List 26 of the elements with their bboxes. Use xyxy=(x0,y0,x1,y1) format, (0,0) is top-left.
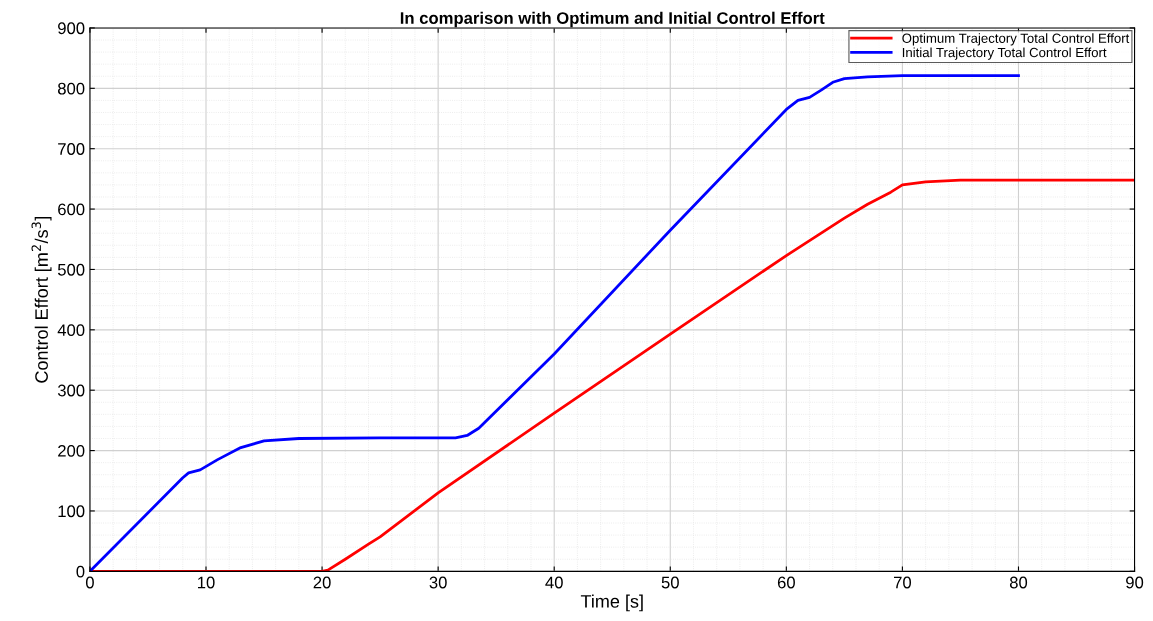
text: Optimum Trajectory Total Control Effort xyxy=(902,33,1130,46)
line-series xyxy=(89,74,1020,572)
chart-title: In comparison with Optimum and Initial Control Effort xyxy=(400,11,825,28)
x-tick-label: 80 xyxy=(1009,576,1028,589)
y-tick-label: 500 xyxy=(57,263,85,276)
x-tick-label: 40 xyxy=(545,576,563,589)
legend-label: Initial Trajectory Total Control Effort xyxy=(902,47,1107,60)
x-tick-label: 90 xyxy=(1126,576,1144,589)
y-tick-label: 600 xyxy=(58,203,85,216)
y-tick-label: 700 xyxy=(58,143,85,155)
x-tick-label: 70 xyxy=(894,576,912,589)
x-tick-label: 60 xyxy=(777,576,795,589)
x-axis-title: Time [s] xyxy=(580,594,643,612)
y-tick-label: 0 xyxy=(76,565,85,578)
x-tick-label: 0 xyxy=(85,576,94,589)
x-tick-label: 30 xyxy=(429,576,447,589)
x-tick-label: 20 xyxy=(313,576,331,589)
y-tick-label: 100 xyxy=(58,505,85,518)
y-tick-label: 800 xyxy=(57,82,85,95)
y-tick-label: 400 xyxy=(57,324,85,337)
y-axis-title: Control Effort [m$^{2}$/s$^{3}$] xyxy=(31,216,52,383)
x-tick-label: 50 xyxy=(661,576,679,589)
y-tick-label: 300 xyxy=(57,384,85,397)
x-tick-label: 10 xyxy=(198,576,215,589)
y-tick-label: 200 xyxy=(58,444,85,457)
y-tick-label: 900 xyxy=(58,22,85,35)
